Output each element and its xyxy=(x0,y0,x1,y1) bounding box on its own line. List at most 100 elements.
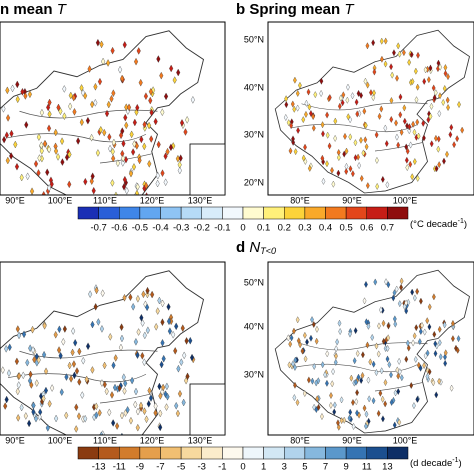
station-marker xyxy=(327,142,332,150)
station-marker xyxy=(422,362,426,369)
colorbar-label: -0.1 xyxy=(214,223,230,234)
station-marker xyxy=(133,400,138,409)
station-marker xyxy=(64,153,70,162)
colorbar-label: 3 xyxy=(282,462,287,473)
station-marker xyxy=(348,133,353,141)
station-marker xyxy=(123,113,128,122)
station-marker xyxy=(110,46,115,55)
station-marker xyxy=(81,356,86,365)
station-marker xyxy=(455,135,459,143)
station-marker xyxy=(385,355,390,363)
station-marker xyxy=(346,113,351,121)
station-marker xyxy=(71,360,76,368)
station-marker xyxy=(69,375,74,383)
station-marker xyxy=(288,147,293,155)
station-marker xyxy=(356,89,361,97)
station-marker xyxy=(120,159,125,167)
station-marker xyxy=(179,119,185,127)
station-marker xyxy=(292,327,296,335)
station-marker xyxy=(32,355,37,364)
colorbar-label: 0.6 xyxy=(360,223,373,234)
station-marker xyxy=(167,327,172,335)
station-marker xyxy=(68,102,73,111)
station-marker xyxy=(53,128,58,137)
station-marker xyxy=(42,139,47,148)
lon-label: 80°E xyxy=(290,195,310,205)
station-marker xyxy=(25,358,30,367)
inset-frame xyxy=(189,383,226,436)
station-marker xyxy=(13,140,18,149)
station-marker xyxy=(372,89,376,97)
station-marker xyxy=(177,389,183,398)
station-marker xyxy=(457,101,461,109)
station-marker xyxy=(376,350,381,358)
station-marker xyxy=(64,411,69,420)
station-marker xyxy=(168,143,173,152)
map-panel: 90°E 100°E 110°E 120°E 130°E xyxy=(0,261,226,445)
station-marker xyxy=(124,186,129,195)
station-marker xyxy=(34,379,39,387)
station-marker xyxy=(136,328,141,336)
station-marker xyxy=(380,395,385,403)
station-marker xyxy=(19,173,24,182)
colorbar: -0.7 -0.6 -0.5 -0.4 -0.3 -0.2 -0.1 0 0.1 0.2 0.3 0.… xyxy=(77,206,467,234)
station-marker xyxy=(316,377,321,385)
station-marker xyxy=(72,371,77,380)
station-marker xyxy=(178,154,183,162)
station-marker xyxy=(438,353,443,361)
station-marker xyxy=(309,334,313,342)
station-marker xyxy=(47,98,52,107)
lon-label: 90°E xyxy=(5,435,25,445)
station-marker xyxy=(371,360,376,368)
station-marker xyxy=(15,387,20,396)
station-marker xyxy=(420,321,424,329)
station-marker xyxy=(341,91,346,99)
station-marker xyxy=(307,164,312,172)
station-marker xyxy=(165,392,170,401)
station-marker xyxy=(156,55,161,63)
station-marker xyxy=(359,377,364,384)
station-marker xyxy=(166,317,172,326)
station-marker xyxy=(379,37,384,45)
station-marker xyxy=(89,133,94,142)
station-marker xyxy=(96,318,101,326)
station-marker xyxy=(144,181,149,190)
station-marker xyxy=(71,93,76,102)
station-marker xyxy=(94,402,99,411)
station-marker xyxy=(437,325,442,333)
lon-label: 80°E xyxy=(290,435,310,445)
station-marker xyxy=(365,42,370,50)
unit-text: (d decade xyxy=(410,458,452,469)
station-marker xyxy=(292,394,297,402)
station-marker xyxy=(427,303,432,311)
station-marker xyxy=(309,109,313,117)
station-marker xyxy=(392,49,396,57)
station-marker xyxy=(164,382,169,391)
station-marker xyxy=(298,341,303,349)
station-marker xyxy=(364,410,369,418)
station-marker xyxy=(283,113,288,121)
station-marker xyxy=(134,108,139,116)
colorbar-cell xyxy=(387,446,409,460)
station-marker xyxy=(404,156,409,164)
colorbar-unit: (d decade-1) xyxy=(410,457,462,469)
station-marker xyxy=(111,154,116,163)
station-marker xyxy=(359,136,363,144)
inset-frame xyxy=(189,143,226,196)
colorbar-label: -0.3 xyxy=(173,223,189,234)
station-marker xyxy=(182,351,187,360)
map-content xyxy=(0,270,204,435)
map-frame xyxy=(267,21,474,196)
station-marker xyxy=(99,325,104,333)
station-marker xyxy=(325,160,329,168)
station-marker xyxy=(158,423,163,432)
station-marker xyxy=(135,294,140,303)
station-marker xyxy=(330,380,335,388)
station-marker xyxy=(76,137,81,145)
station-marker xyxy=(426,116,431,124)
station-marker xyxy=(160,339,165,347)
station-marker xyxy=(30,325,35,334)
station-marker xyxy=(137,156,142,165)
station-marker xyxy=(433,350,438,358)
station-marker xyxy=(185,372,190,381)
